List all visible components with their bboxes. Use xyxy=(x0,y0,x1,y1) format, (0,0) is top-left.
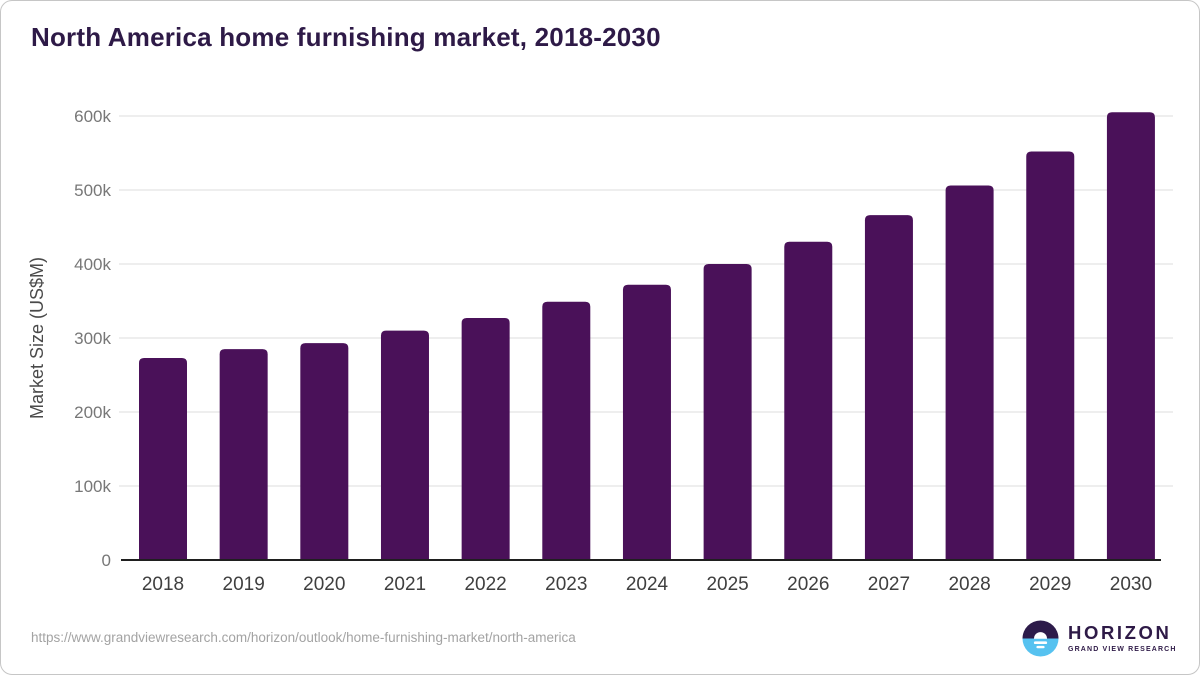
logo-text: HORIZON GRAND VIEW RESEARCH xyxy=(1068,622,1177,653)
x-tick-label: 2029 xyxy=(1029,574,1071,595)
logo-tagline: GRAND VIEW RESEARCH xyxy=(1068,646,1177,653)
bar[interactable] xyxy=(219,349,268,560)
x-tick-label: 2026 xyxy=(787,574,829,595)
y-axis-title: Market Size (US$M) xyxy=(27,257,47,419)
bar[interactable] xyxy=(945,185,994,560)
y-tick-label: 100k xyxy=(74,477,111,496)
x-tick-label: 2023 xyxy=(545,574,587,595)
bar[interactable] xyxy=(1106,112,1155,561)
y-tick-label: 0 xyxy=(102,551,111,570)
bar[interactable] xyxy=(139,357,187,560)
logo-name: HORIZON xyxy=(1068,622,1172,643)
horizon-sun-icon xyxy=(1022,620,1059,657)
x-tick-label: 2019 xyxy=(223,574,265,595)
x-tick-label: 2021 xyxy=(384,574,426,595)
source-url: https://www.grandviewresearch.com/horizo… xyxy=(31,630,576,645)
y-tick-label: 400k xyxy=(74,255,111,274)
bar[interactable] xyxy=(380,330,429,560)
x-tick-label: 2030 xyxy=(1110,574,1152,595)
y-tick-label: 500k xyxy=(74,181,111,200)
y-tick-label: 600k xyxy=(74,107,111,126)
bar[interactable] xyxy=(784,241,833,561)
bar[interactable] xyxy=(542,301,591,560)
bar[interactable] xyxy=(1026,151,1075,560)
horizon-logo: HORIZON GRAND VIEW RESEARCH xyxy=(1022,620,1177,657)
x-tick-label: 2025 xyxy=(706,574,748,595)
y-tick-label: 200k xyxy=(74,403,111,422)
x-tick-label: 2028 xyxy=(948,574,990,595)
bar[interactable] xyxy=(461,318,510,560)
chart-title: North America home furnishing market, 20… xyxy=(31,22,661,52)
bar[interactable] xyxy=(864,215,913,560)
x-tick-label: 2024 xyxy=(626,574,669,595)
bar[interactable] xyxy=(703,264,752,560)
x-tick-label: 2027 xyxy=(868,574,910,595)
x-tick-label: 2020 xyxy=(303,574,345,595)
y-tick-label: 300k xyxy=(74,329,111,348)
x-tick-label: 2018 xyxy=(142,574,184,595)
x-tick-label: 2022 xyxy=(464,574,506,595)
bar[interactable] xyxy=(300,343,349,560)
bar[interactable] xyxy=(622,284,671,560)
